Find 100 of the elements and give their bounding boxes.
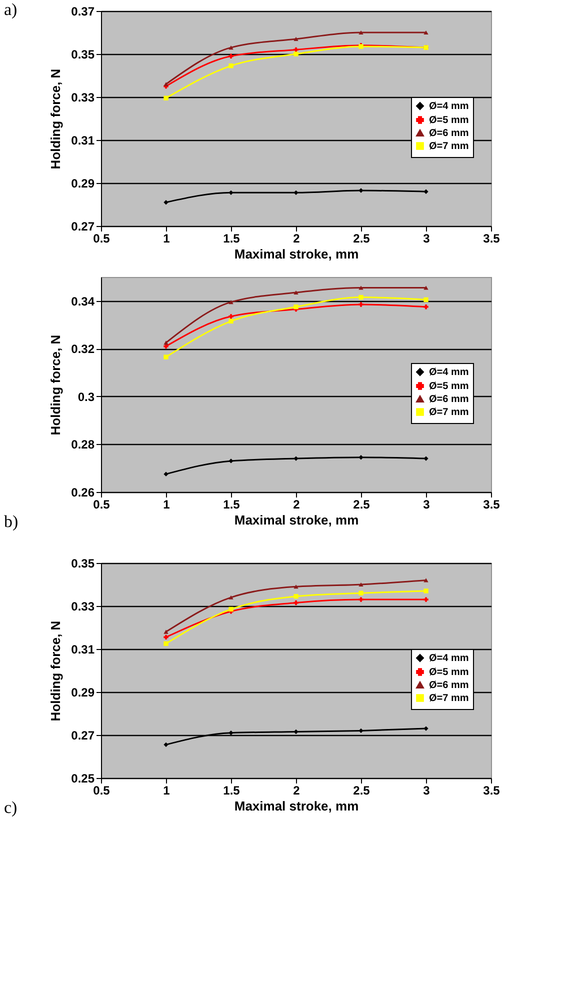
x-tick-label: 2.5 [353, 784, 370, 798]
point [358, 728, 364, 734]
point [358, 294, 364, 300]
y-tick-label: 0.35 [71, 556, 95, 570]
point [228, 595, 234, 600]
legend-label: Ø=7 mm [429, 693, 469, 704]
x-tick-label: 2 [293, 498, 300, 512]
x-tick-label: 3.5 [483, 784, 500, 798]
point [164, 354, 168, 360]
point [228, 300, 234, 304]
point [164, 200, 168, 205]
point [164, 96, 168, 100]
x-tick-label: 0.5 [93, 232, 110, 246]
legend-label: Ø=7 mm [429, 141, 469, 152]
text: b) [4, 512, 20, 532]
y-tick-label: 0.33 [71, 600, 95, 614]
y-tick-label: 0.31 [71, 134, 95, 148]
point [424, 30, 428, 35]
point [294, 190, 298, 196]
legend-label: Ø=4 mm [429, 367, 469, 378]
text: c) [4, 798, 18, 818]
x-axis-title: Maximal stroke, mm [234, 512, 359, 528]
point [228, 458, 234, 464]
y-tick-label: 0.3 [78, 390, 95, 404]
x-axis-title: Maximal stroke, mm [234, 246, 359, 262]
point [358, 455, 364, 460]
y-tick-label: 0.27 [71, 728, 95, 742]
x-tick-label: 3 [423, 232, 430, 246]
point [358, 30, 364, 35]
x-tick-label: 3.5 [483, 232, 500, 246]
x-tick-label: 2.5 [353, 232, 370, 246]
point [164, 82, 168, 86]
y-tick-label: 0.31 [71, 642, 95, 656]
y-tick-label: 0.27 [71, 220, 95, 234]
text: a) [4, 0, 18, 20]
point [294, 52, 298, 56]
x-tick-label: 1.5 [223, 784, 240, 798]
x-tick-label: 1 [163, 232, 170, 246]
point [424, 297, 428, 302]
point [294, 304, 298, 310]
y-axis-title: Holding force, N [48, 68, 64, 170]
point [358, 597, 364, 602]
point [228, 318, 234, 324]
point [294, 729, 298, 734]
point [294, 290, 298, 295]
point [424, 588, 428, 594]
point [228, 606, 234, 612]
point [424, 304, 428, 310]
y-axis-title: Holding force, N [48, 334, 64, 436]
y-tick-label: 0.25 [71, 772, 95, 786]
point [424, 726, 428, 731]
y-axis-title: Holding force, N [48, 620, 64, 722]
point [358, 302, 364, 307]
y-tick-label: 0.32 [71, 342, 95, 356]
y-tick-label: 0.29 [71, 686, 95, 700]
point [358, 286, 364, 290]
x-tick-label: 2 [293, 784, 300, 798]
point [228, 730, 234, 736]
point [294, 600, 298, 606]
point [294, 36, 298, 41]
legend-label: Ø=5 mm [429, 381, 469, 392]
x-tick-label: 2.5 [353, 498, 370, 512]
y-tick-label: 0.35 [71, 48, 95, 62]
y-tick-label: 0.28 [71, 438, 95, 452]
x-tick-label: 3 [423, 498, 430, 512]
y-tick-label: 0.34 [71, 294, 95, 308]
legend-label: Ø=6 mm [429, 394, 469, 405]
y-tick-label: 0.37 [71, 4, 95, 18]
x-tick-label: 1.5 [223, 498, 240, 512]
point [424, 286, 428, 290]
legend-label: Ø=4 mm [429, 653, 469, 664]
y-tick-label: 0.33 [71, 90, 95, 104]
x-tick-label: 1 [163, 498, 170, 512]
legend-label: Ø=4 mm [429, 101, 469, 112]
legend-label: Ø=5 mm [429, 115, 469, 126]
legend-label: Ø=6 mm [429, 128, 469, 139]
x-tick-label: 1 [163, 784, 170, 798]
x-axis-title: Maximal stroke, mm [234, 798, 359, 814]
y-tick-label: 0.29 [71, 176, 95, 190]
point [164, 630, 168, 634]
x-tick-label: 0.5 [93, 784, 110, 798]
point [358, 188, 364, 193]
x-tick-label: 1.5 [223, 232, 240, 246]
point [424, 456, 428, 461]
x-tick-label: 3 [423, 784, 430, 798]
point [228, 63, 234, 68]
point [164, 472, 168, 476]
point [164, 742, 168, 748]
x-tick-label: 2 [293, 232, 300, 246]
point [228, 314, 234, 319]
point [294, 456, 298, 461]
x-tick-label: 0.5 [93, 498, 110, 512]
point [164, 634, 168, 640]
point [358, 582, 364, 587]
point [294, 594, 298, 599]
point [164, 641, 168, 646]
point [228, 54, 234, 58]
legend-label: Ø=6 mm [429, 680, 469, 691]
point [424, 189, 428, 194]
point [424, 597, 428, 602]
